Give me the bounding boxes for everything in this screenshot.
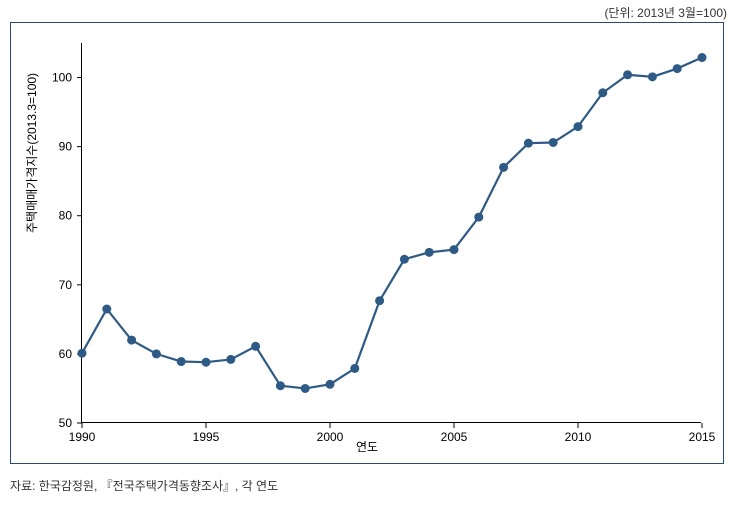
plot-area: 5060708090100199019952000200520102015: [81, 43, 701, 423]
data-point: [648, 72, 657, 81]
data-point: [276, 381, 285, 390]
svg-text:70: 70: [59, 278, 73, 292]
data-point: [400, 255, 409, 264]
data-point: [598, 88, 607, 97]
unit-label: (단위: 2013년 3월=100): [604, 4, 727, 21]
data-point: [102, 305, 111, 314]
data-point: [251, 342, 260, 351]
data-point: [326, 380, 335, 389]
svg-text:90: 90: [59, 140, 73, 154]
x-axis-title: 연도: [11, 438, 723, 455]
data-point: [202, 358, 211, 367]
svg-text:80: 80: [59, 209, 73, 223]
data-point: [450, 245, 459, 254]
data-point: [549, 138, 558, 147]
data-point: [623, 70, 632, 79]
line-chart-svg: 5060708090100199019952000200520102015: [82, 43, 702, 423]
svg-text:60: 60: [59, 347, 73, 361]
series-line: [82, 58, 702, 389]
data-point: [499, 163, 508, 172]
svg-text:50: 50: [59, 416, 73, 430]
data-point: [474, 213, 483, 222]
data-point: [78, 349, 87, 358]
source-text: 자료: 한국감정원, 『전국주택가격동향조사』, 각 연도: [10, 477, 278, 494]
data-point: [574, 122, 583, 131]
chart-border: 주택매매가격지수(2013.3=100) 5060708090100199019…: [10, 22, 724, 464]
y-axis-title: 주택매매가격지수(2013.3=100): [23, 73, 40, 233]
data-point: [673, 64, 682, 73]
data-point: [152, 349, 161, 358]
svg-text:100: 100: [52, 71, 72, 85]
data-point: [425, 248, 434, 257]
data-point: [226, 355, 235, 364]
data-point: [350, 364, 359, 373]
data-point: [524, 139, 533, 148]
data-point: [127, 336, 136, 345]
data-point: [375, 296, 384, 305]
data-point: [301, 384, 310, 393]
data-point: [698, 53, 707, 62]
data-point: [177, 357, 186, 366]
